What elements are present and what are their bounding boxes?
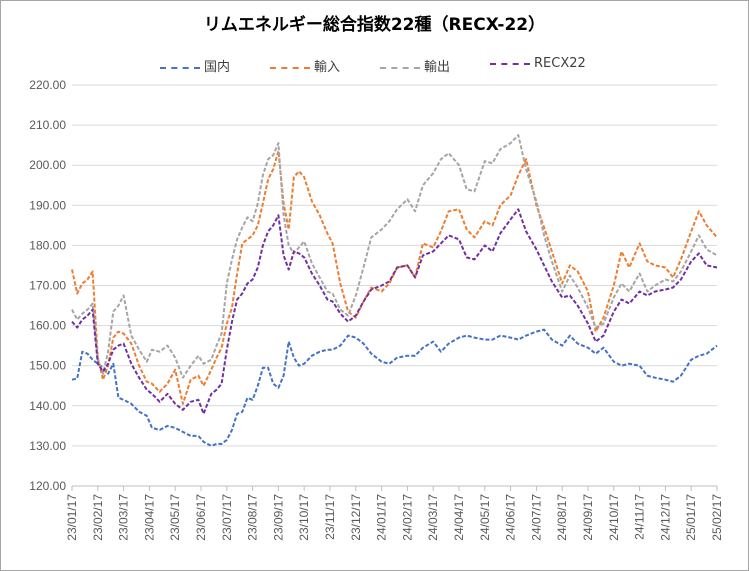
legend-swatch-recx22 (490, 62, 530, 65)
x-tick-label: 24/07/17 (529, 494, 543, 541)
legend-item-recx22: RECX22 (490, 56, 586, 71)
legend-label-domestic: 国内 (204, 60, 231, 75)
x-tick-label: 23/06/17 (194, 494, 208, 541)
x-tick-label: 24/12/17 (658, 494, 672, 541)
x-tick-label: 24/08/17 (555, 494, 569, 541)
x-tick-label: 23/07/17 (220, 494, 234, 541)
series-line-export (71, 134, 718, 379)
y-tick-label: 140.00 (29, 399, 66, 413)
x-tick-label: 24/05/17 (478, 494, 492, 541)
x-tick-label: 24/04/17 (452, 494, 466, 541)
legend-item-domestic: 国内 (160, 56, 230, 75)
y-tick-label: 220.00 (29, 78, 66, 92)
x-tick-label: 23/11/17 (323, 494, 337, 540)
x-tick-label: 24/09/17 (581, 494, 595, 541)
x-tick-label: 25/01/17 (684, 494, 698, 541)
x-tick-label: 24/10/17 (607, 494, 621, 541)
series-line-recx22 (71, 208, 718, 415)
x-tick-label: 24/06/17 (504, 494, 518, 541)
legend-swatch-export (380, 66, 420, 69)
legend-swatch-import (270, 66, 310, 69)
legend-label-export: 輸出 (424, 60, 451, 75)
x-tick-label: 23/04/17 (142, 494, 156, 541)
x-tick-label: 23/05/17 (168, 494, 182, 541)
y-tick-label: 170.00 (29, 279, 66, 293)
legend: 国内 輸入 輸出 RECX22 (0, 56, 749, 76)
y-tick-label: 200.00 (29, 158, 66, 172)
legend-label-import: 輸入 (314, 60, 341, 75)
x-tick-label: 23/10/17 (297, 494, 311, 541)
chart-title: リムエネルギー総合指数22種（RECX-22） (203, 15, 546, 35)
y-tick-label: 190.00 (29, 198, 66, 212)
series-line-domestic (71, 328, 718, 447)
x-tick-label: 24/02/17 (400, 494, 414, 541)
x-tick-label: 23/09/17 (271, 494, 285, 541)
x-tick-label: 24/11/17 (633, 494, 647, 540)
x-tick-label: 24/01/17 (375, 494, 389, 541)
x-tick-label: 23/01/17 (65, 494, 79, 541)
y-tick-label: 150.00 (29, 359, 66, 373)
legend-item-export: 輸出 (380, 56, 450, 75)
y-tick-label: 130.00 (29, 439, 66, 453)
y-tick-label: 180.00 (29, 238, 66, 252)
legend-label-recx22: RECX22 (534, 56, 586, 71)
legend-swatch-domestic (160, 66, 200, 69)
x-tick-label: 23/12/17 (349, 494, 363, 541)
y-tick-label: 210.00 (29, 118, 66, 132)
y-tick-label: 120.00 (29, 479, 66, 493)
y-tick-label: 160.00 (29, 319, 66, 333)
x-tick-label: 23/03/17 (117, 494, 131, 541)
x-tick-label: 23/02/17 (91, 494, 105, 541)
x-tick-label: 24/03/17 (426, 494, 440, 541)
x-tick-label: 25/02/17 (710, 494, 724, 541)
series-line-import (71, 150, 718, 405)
legend-item-import: 輸入 (270, 56, 340, 75)
x-tick-label: 23/08/17 (246, 494, 260, 541)
